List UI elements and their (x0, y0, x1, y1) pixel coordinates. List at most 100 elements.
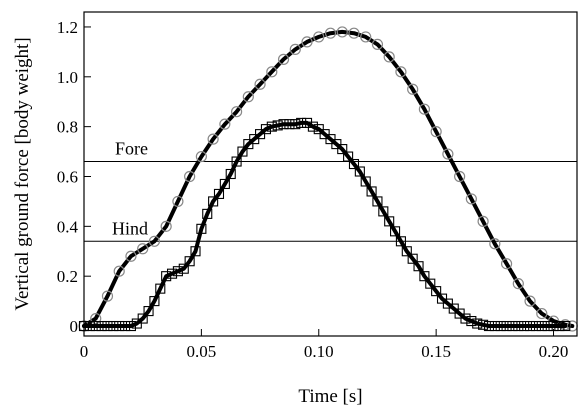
data-point (195, 150, 207, 163)
plot-frame (83, 11, 578, 337)
data-point (454, 170, 466, 183)
data-point (542, 320, 553, 332)
data-point (230, 106, 243, 118)
data-point (166, 268, 178, 279)
data-point (536, 307, 548, 320)
data-point (536, 320, 547, 332)
data-point (560, 320, 571, 332)
data-point (108, 320, 119, 332)
data-point (125, 320, 137, 332)
data-point (348, 158, 360, 170)
data-point (465, 193, 477, 205)
data-point (431, 286, 442, 297)
data-point (554, 320, 565, 332)
series-group (78, 26, 578, 332)
x-tick-label: 0.15 (421, 342, 451, 361)
data-point (466, 315, 477, 327)
data-point (219, 178, 230, 190)
data-point (307, 121, 318, 132)
data-point (266, 121, 277, 132)
data-point (172, 195, 184, 208)
data-point (207, 133, 219, 145)
data-point (501, 320, 512, 332)
data-point (489, 320, 500, 332)
data-point (313, 31, 325, 43)
data-point (289, 43, 301, 55)
series-square (78, 117, 571, 332)
data-point (395, 66, 407, 78)
data-point (254, 78, 266, 90)
data-point (519, 320, 530, 332)
data-point (407, 83, 419, 95)
reference-label-fore: Fore (115, 139, 148, 159)
data-point (395, 236, 406, 247)
data-point (219, 118, 231, 130)
data-point (336, 26, 348, 38)
y-axis-ticks: 0 0.2 0.4 0.6 0.8 1.0 1.2 (57, 18, 91, 336)
data-point (113, 265, 125, 277)
data-point (460, 313, 471, 324)
data-point (290, 119, 301, 130)
data-point (301, 117, 313, 128)
data-point (148, 235, 161, 247)
data-point (413, 261, 424, 272)
x-axis-ticks: 0 0.05 0.10 0.15 0.20 (80, 329, 568, 361)
data-point (383, 51, 395, 63)
data-point (495, 320, 506, 332)
data-point (213, 188, 225, 199)
data-point (137, 313, 148, 324)
data-point (390, 226, 401, 237)
data-point (378, 206, 389, 217)
data-point (284, 119, 295, 130)
data-point (125, 250, 137, 262)
data-point (384, 216, 395, 227)
data-point (149, 296, 160, 307)
data-point (512, 278, 524, 290)
y-tick-label: 0.8 (57, 118, 78, 137)
data-point (237, 146, 248, 157)
data-point (260, 124, 271, 135)
data-point (90, 312, 102, 325)
y-tick-label: 1.0 (57, 68, 78, 87)
data-point (155, 283, 166, 294)
data-point (96, 320, 107, 332)
data-point (161, 271, 172, 282)
data-point (101, 290, 114, 302)
data-point (477, 215, 489, 227)
data-point (483, 320, 495, 332)
data-point (277, 53, 290, 65)
y-tick-label: 0.6 (57, 167, 78, 186)
data-point (172, 266, 183, 277)
data-point (360, 31, 372, 43)
data-point (401, 246, 412, 257)
data-point (208, 196, 219, 207)
data-point (524, 295, 536, 307)
data-point (225, 168, 236, 180)
data-point (507, 320, 518, 332)
data-point (489, 238, 501, 250)
data-point (90, 320, 101, 332)
data-point (366, 186, 377, 197)
data-point (425, 278, 436, 289)
data-point (418, 103, 431, 115)
data-point (442, 148, 454, 160)
series-line-circle (82, 29, 575, 328)
data-point (137, 243, 149, 255)
data-point (120, 320, 131, 332)
data-point (430, 126, 442, 138)
data-point (419, 271, 430, 282)
data-point (348, 27, 360, 39)
y-tick-label: 0.4 (57, 217, 79, 236)
data-point (301, 36, 313, 48)
data-point (472, 318, 483, 329)
data-point (266, 66, 278, 78)
reference-lines: Fore Hind (84, 139, 577, 242)
reference-label-hind: Hind (112, 218, 148, 238)
y-axis-label: Vertical ground force [body weight] (12, 37, 33, 310)
data-point (272, 120, 283, 131)
data-point (143, 306, 154, 317)
data-point (360, 176, 371, 187)
data-point (102, 320, 113, 332)
data-point (337, 144, 348, 155)
data-point (354, 166, 365, 177)
